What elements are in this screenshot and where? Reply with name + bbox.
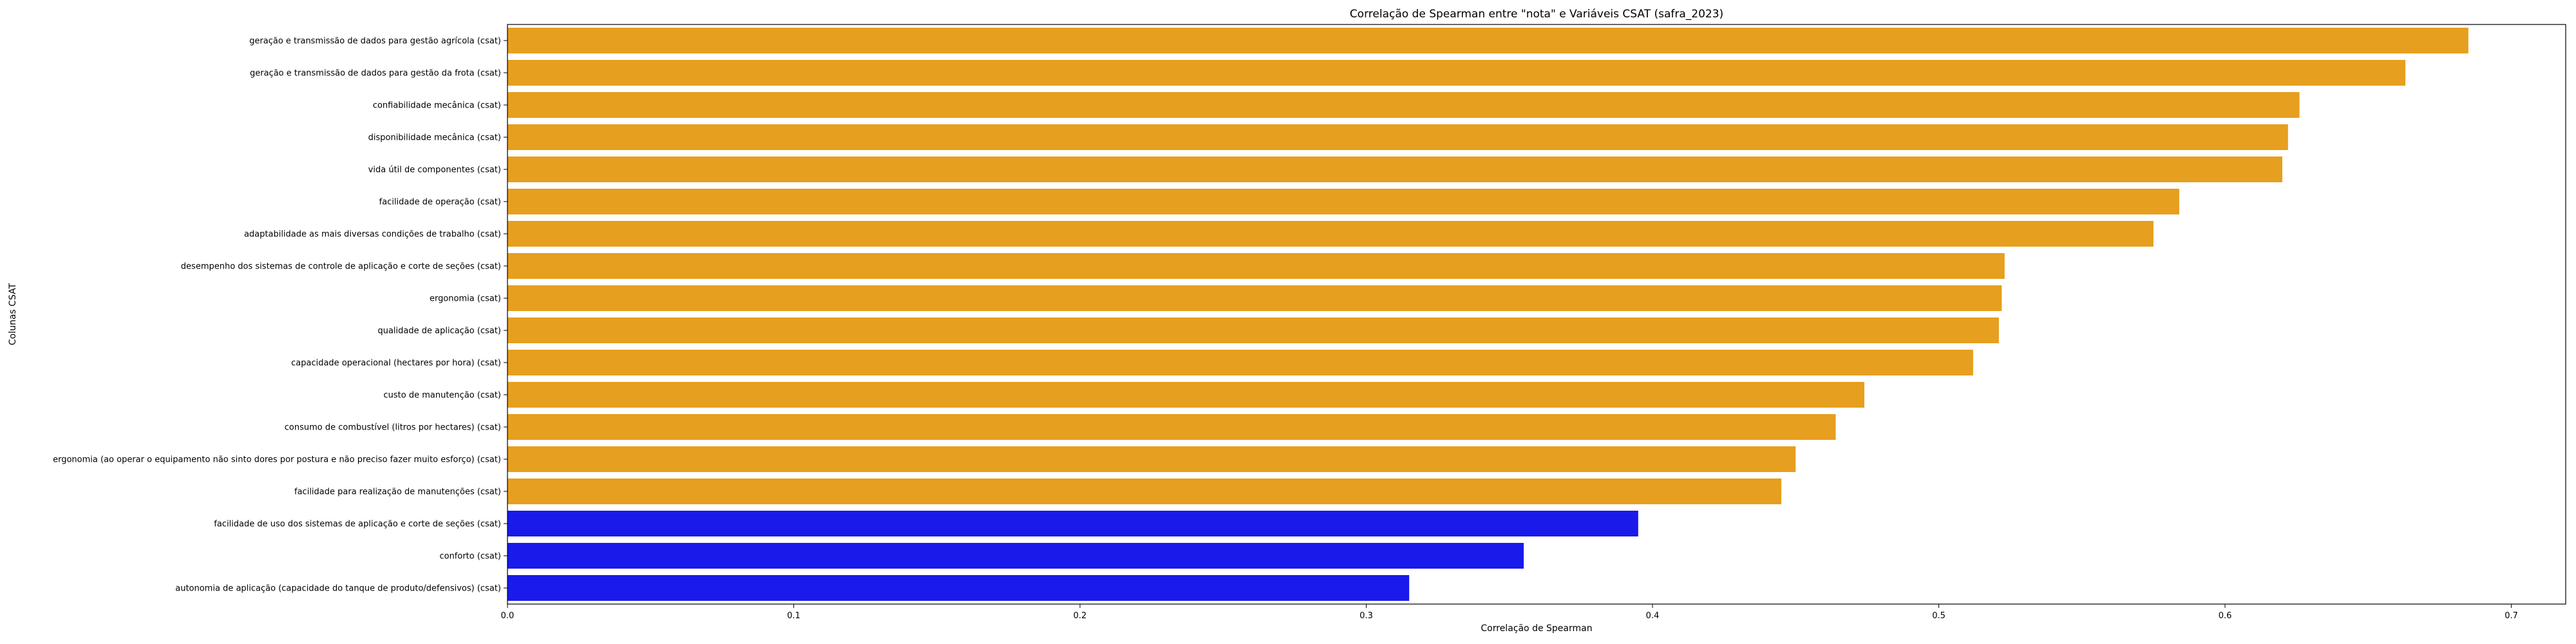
bar-10 [507, 317, 1999, 343]
category-label: adaptabilidade as mais diversas condiçõe… [244, 230, 501, 240]
category-label: autonomia de aplicação (capacidade do ta… [175, 584, 501, 594]
chart-title: Correlação de Spearman entre "nota" e Va… [1350, 8, 1723, 21]
bar-14 [507, 446, 1796, 472]
category-label: facilidade para realização de manutençõe… [294, 488, 501, 497]
x-tick-label: 0.0 [501, 611, 515, 621]
category-label: geração e transmissão de dados para gest… [249, 37, 501, 46]
category-label: facilidade de uso dos sistemas de aplica… [214, 520, 501, 529]
bar-3 [507, 92, 2300, 118]
x-tick-label: 0.4 [1646, 611, 1660, 621]
bar-1 [507, 28, 2468, 53]
bar-15 [507, 478, 1782, 504]
category-label: capacidade operacional (hectares por hor… [291, 359, 501, 368]
bar-4 [507, 124, 2288, 150]
category-label: conforto (csat) [439, 552, 501, 562]
bar-5 [507, 156, 2282, 182]
x-tick-label: 0.2 [1074, 611, 1087, 621]
category-label: vida útil de componentes (csat) [368, 166, 501, 175]
bar-7 [507, 221, 2154, 247]
category-label: ergonomia (ao operar o equipamento não s… [53, 455, 501, 465]
category-label: custo de manutenção (csat) [384, 391, 502, 401]
bar-16 [507, 511, 1638, 536]
bar-18 [507, 575, 1410, 601]
category-label: disponibilidade mecânica (csat) [368, 133, 501, 143]
bar-9 [507, 285, 2002, 311]
bar-2 [507, 60, 2406, 86]
category-label: desempenho dos sistemas de controle de a… [181, 262, 501, 272]
bar-17 [507, 543, 1524, 569]
bar-8 [507, 253, 2005, 279]
x-tick-label: 0.3 [1359, 611, 1373, 621]
bars-group [507, 28, 2468, 601]
category-label: facilidade de operação (csat) [379, 198, 501, 207]
bar-12 [507, 382, 1864, 408]
x-tick-label: 0.6 [2219, 611, 2232, 621]
x-tick-label: 0.1 [787, 611, 800, 621]
category-label: ergonomia (csat) [430, 294, 501, 304]
category-label: qualidade de aplicação (csat) [377, 327, 501, 336]
category-label: geração e transmissão de dados para gest… [250, 69, 501, 79]
bar-6 [507, 189, 2179, 214]
x-tick-label: 0.5 [1932, 611, 1946, 621]
category-label: confiabilidade mecânica (csat) [373, 101, 501, 111]
plot-frame [507, 24, 2566, 605]
y-axis-label: Colunas CSAT [8, 283, 18, 345]
bar-13 [507, 414, 1836, 440]
x-tick-label: 0.7 [2505, 611, 2518, 621]
category-label: consumo de combustível (litros por hecta… [285, 423, 501, 433]
x-ticks: 0.0 0.1 0.2 0.3 0.4 0.5 0.6 0.7 [501, 604, 2518, 621]
x-axis-label: Correlação de Spearman [1481, 623, 1592, 634]
bar-11 [507, 350, 1973, 375]
category-labels: geração e transmissão de dados para gest… [53, 37, 507, 594]
